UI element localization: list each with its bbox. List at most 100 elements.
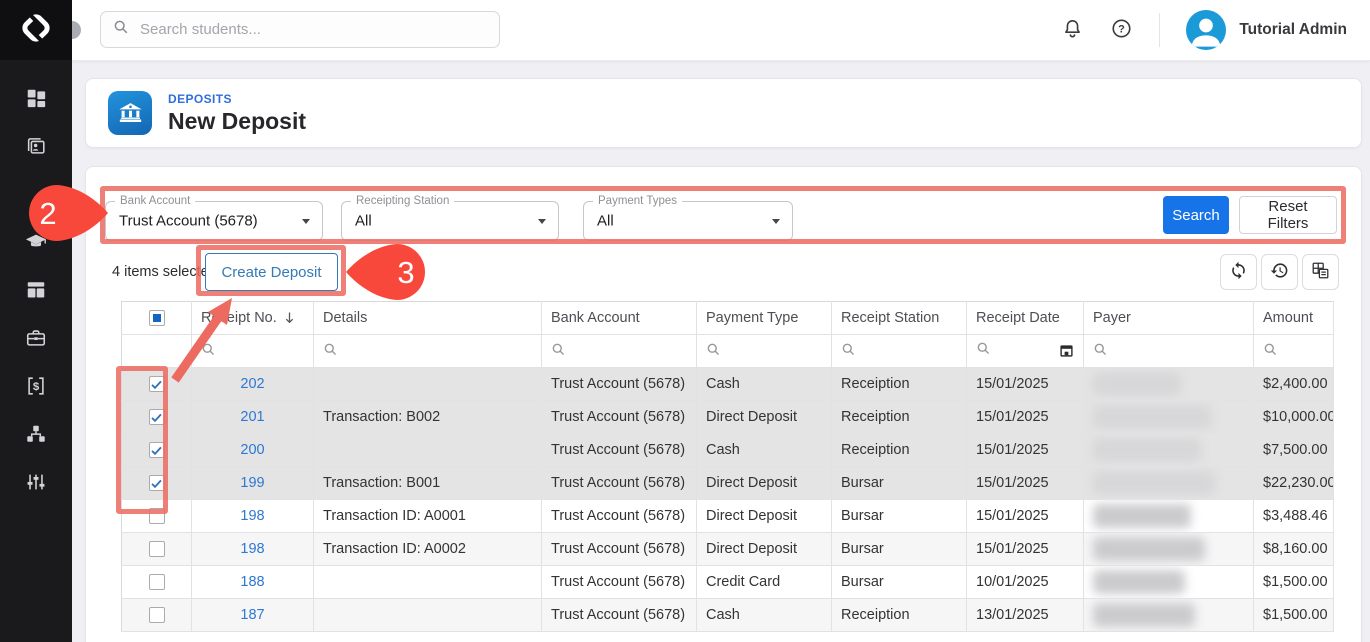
table-row[interactable]: 188 Trust Account (5678) Credit Card Bursar…: [121, 565, 1334, 599]
app-logo[interactable]: [0, 0, 72, 60]
column-header-payer[interactable]: Payer: [1083, 301, 1254, 335]
sidebar-item-sliders[interactable]: [0, 467, 72, 501]
receipt-no-link[interactable]: 200: [240, 442, 265, 458]
table-row[interactable]: 198 Transaction ID: A0001 Trust Account (5…: [121, 499, 1334, 533]
table-row[interactable]: 202 Trust Account (5678) Cash Receiption 15/…: [121, 367, 1334, 401]
table-row[interactable]: 201 Transaction: B002 Trust Account (5678)…: [121, 400, 1334, 434]
bell-icon: [1061, 17, 1084, 43]
row-checkbox[interactable]: [148, 508, 165, 524]
receipt-station-cell: Bursar: [831, 565, 967, 599]
receipt-no-link[interactable]: 187: [240, 607, 265, 623]
history-button[interactable]: [1261, 254, 1298, 290]
sidebar-item-layout[interactable]: [0, 275, 72, 309]
row-checkbox-checked[interactable]: [148, 442, 165, 458]
filter-input-payment-type[interactable]: [696, 334, 832, 368]
filter-input-amount[interactable]: [1253, 334, 1334, 368]
table-row[interactable]: 199 Transaction: B001 Trust Account (5678)…: [121, 466, 1334, 500]
amount-cell: $7,500.00: [1253, 433, 1334, 467]
reset-filters-button[interactable]: Reset Filters: [1239, 196, 1337, 234]
sidebar-item-briefcase[interactable]: [0, 323, 72, 357]
breadcrumb: DEPOSITS: [168, 92, 232, 106]
details-cell: [313, 598, 542, 632]
filter-input-details[interactable]: [313, 334, 542, 368]
column-header-receipt-no[interactable]: Receipt No.: [191, 301, 314, 335]
receipt-no-cell: 200: [191, 433, 314, 467]
table-row[interactable]: 198 Transaction ID: A0002 Trust Account (5…: [121, 532, 1334, 566]
sidebar-item-contacts[interactable]: [0, 131, 72, 165]
payment-types-label: Payment Types: [593, 194, 683, 208]
items-selected-text: 4 items selected: [112, 264, 217, 280]
bank-account-select[interactable]: Bank Account Trust Account (5678): [105, 194, 323, 241]
redaction-blur: [1093, 570, 1185, 594]
column-header-amount[interactable]: Amount: [1253, 301, 1334, 335]
svg-text:?: ?: [1118, 23, 1125, 35]
column-chooser-button[interactable]: [1302, 254, 1339, 290]
column-header-details[interactable]: Details: [313, 301, 542, 335]
receipt-no-link[interactable]: 198: [240, 508, 265, 524]
avatar[interactable]: [1186, 10, 1227, 50]
column-header-receipt-station[interactable]: Receipt Station: [831, 301, 967, 335]
payment-types-select[interactable]: Payment Types All: [583, 194, 793, 241]
filter-input-receipt-no[interactable]: [191, 334, 314, 368]
sidebar-item-students[interactable]: [0, 227, 72, 261]
select-all-header-cell: [121, 301, 192, 335]
sidebar-collapse-handle[interactable]: [72, 21, 81, 39]
row-select-cell: [121, 532, 192, 566]
calendar-icon[interactable]: [1059, 343, 1074, 362]
receipt-no-link[interactable]: 198: [240, 541, 265, 557]
payment-type-cell: Credit Card: [696, 565, 832, 599]
page-header-card: DEPOSITS New Deposit: [85, 78, 1362, 148]
sidebar-item-network[interactable]: [0, 419, 72, 453]
receipt-no-link[interactable]: 188: [240, 574, 265, 590]
user-name[interactable]: Tutorial Admin: [1239, 21, 1347, 38]
select-all-checkbox[interactable]: [148, 310, 165, 326]
help-button[interactable]: ?: [1110, 17, 1133, 43]
topbar-right: ? Tutorial Admin: [1061, 0, 1347, 60]
row-checkbox-checked[interactable]: [148, 376, 165, 392]
row-checkbox-checked[interactable]: [148, 475, 165, 491]
student-search-box[interactable]: [100, 11, 500, 48]
table-row[interactable]: 187 Trust Account (5678) Cash Receiption 13/…: [121, 598, 1334, 632]
receipting-station-select[interactable]: Receipting Station All: [341, 194, 559, 241]
sidebar: $: [0, 0, 72, 642]
row-checkbox[interactable]: [148, 541, 165, 557]
filter-input-payer[interactable]: [1083, 334, 1254, 368]
refresh-button[interactable]: [1220, 254, 1257, 290]
row-checkbox[interactable]: [148, 607, 165, 623]
receipt-no-link[interactable]: 199: [240, 475, 265, 491]
receipt-no-link[interactable]: 201: [240, 409, 265, 425]
amount-cell: $10,000.00: [1253, 400, 1334, 434]
row-checkbox[interactable]: [148, 574, 165, 590]
dashboard-icon: [25, 87, 47, 114]
receipt-no-link[interactable]: 202: [240, 376, 265, 392]
receipt-no-cell: 201: [191, 400, 314, 434]
filter-input-receipt-station[interactable]: [831, 334, 967, 368]
bank-account-cell: Trust Account (5678): [541, 565, 697, 599]
receipt-date-cell: 10/01/2025: [966, 565, 1084, 599]
column-chooser-icon: [1311, 261, 1330, 283]
search-icon: [706, 343, 721, 361]
filter-cell-select: [121, 334, 192, 368]
filter-input-receipt-date[interactable]: [966, 334, 1084, 368]
sidebar-item-dashboard[interactable]: [0, 83, 72, 117]
sidebar-item-billing[interactable]: $: [0, 371, 72, 405]
sliders-icon: [25, 471, 47, 498]
column-header-receipt-date[interactable]: Receipt Date: [966, 301, 1084, 335]
briefcase-icon: [25, 327, 47, 354]
bank-account-value: Trust Account (5678): [119, 212, 258, 230]
column-header-payment-type[interactable]: Payment Type: [696, 301, 832, 335]
filter-input-bank-account[interactable]: [541, 334, 697, 368]
table-row[interactable]: 200 Trust Account (5678) Cash Receiption 15/…: [121, 433, 1334, 467]
create-deposit-button[interactable]: Create Deposit: [205, 253, 338, 291]
notifications-button[interactable]: [1061, 17, 1084, 43]
search-icon: [1093, 343, 1108, 361]
column-header-bank-account[interactable]: Bank Account: [541, 301, 697, 335]
deposits-table: Receipt No. Details Bank Account Payment Ty…: [121, 301, 1334, 632]
bank-account-cell: Trust Account (5678): [541, 433, 697, 467]
redaction-blur: [1093, 504, 1191, 528]
search-button[interactable]: Search: [1163, 196, 1229, 234]
row-checkbox-checked[interactable]: [148, 409, 165, 425]
receipt-date-cell: 15/01/2025: [966, 367, 1084, 401]
search-input[interactable]: [138, 20, 487, 39]
bank-account-cell: Trust Account (5678): [541, 532, 697, 566]
